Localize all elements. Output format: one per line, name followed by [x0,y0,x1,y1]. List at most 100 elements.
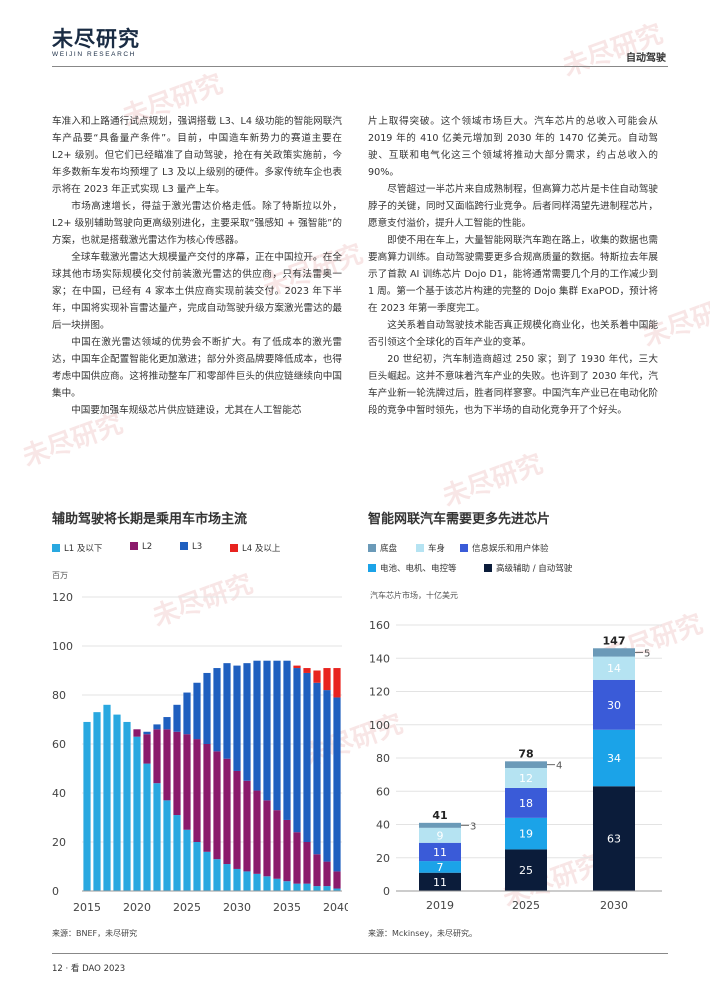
data-label: 5 [644,648,650,659]
bar-segment [153,724,161,730]
bar-segment [93,712,101,891]
page-footer: 12 · 看 DAO 2023 [52,964,126,974]
legend-item: 电池、电机、电控等 [368,562,457,574]
bar-segment [243,663,251,781]
bar-segment [419,822,461,828]
bar-segment [293,832,301,884]
bar-segment [233,665,241,771]
bar-segment [193,682,201,740]
legend-swatch [460,544,468,552]
legend-label: 电池、电机、电控等 [380,564,457,574]
y-tick-label: 20 [376,852,390,865]
legend-label: 信息娱乐和用户体验 [472,544,549,554]
bar-segment [593,679,635,730]
footer-divider [52,953,668,954]
bar-segment [333,697,341,872]
y-tick-label: 60 [376,785,390,798]
bar-segment [263,876,271,891]
x-tick-label: 2025 [512,899,540,912]
y-tick-label: 100 [52,640,73,653]
bar-segment [505,817,547,850]
legend-label: L2 [142,542,153,552]
bar-segment [143,731,151,735]
right-column: 片上取得突破。这个领域市场巨大。汽车芯片的总收入可能会从 2019 年的 410… [368,113,658,419]
data-label: 11 [433,876,447,889]
bar-segment [163,717,171,730]
chart1-legend: L1 及以下 L2 L3 L4 及以上 [52,542,352,556]
bar-segment [303,842,311,884]
data-label: 3 [470,821,476,832]
bar-segment [293,668,301,833]
bar-segment [123,721,131,891]
y-tick-label: 160 [369,619,390,632]
bar-segment [333,668,341,698]
bar-segment [173,731,181,816]
legend-swatch [230,544,238,552]
chart1-unit: 百万 [52,571,68,580]
bar-segment [223,758,231,865]
bar-segment [593,786,635,891]
y-tick-label: 0 [383,885,390,898]
total-label: 147 [603,634,626,647]
legend-item: L3 [180,542,202,552]
bar-segment [213,751,221,860]
y-tick-label: 140 [369,652,390,665]
legend-swatch [180,542,188,550]
watermark: 未尽研究 [438,448,547,513]
bar-segment [323,886,331,891]
bar-segment [173,815,181,891]
x-tick-label: 2019 [426,899,454,912]
legend-swatch [52,544,60,552]
bar-segment [203,744,211,852]
data-label: 30 [607,699,621,712]
bar-segment [283,660,291,820]
legend-label: L1 及以下 [64,544,103,554]
bar-segment [233,770,241,869]
y-tick-label: 20 [52,836,66,849]
bar-segment [593,729,635,787]
paragraph: 20 世纪初，汽车制造商超过 250 家；到了 1930 年代，三大巨头崛起。这… [368,354,658,416]
bar-segment [313,670,321,683]
legend-item: L1 及以下 [52,542,102,554]
legend-item: 底盘 [368,542,397,554]
paragraph: 这关系着自动驾驶技术能否真正规模化商业化，也关系着中国能否引领这个全球化的百年产… [368,320,658,348]
bar-segment [303,883,311,891]
bar-segment [283,881,291,891]
legend-swatch [368,564,376,572]
bar-segment [213,668,221,752]
data-label: 14 [607,662,621,675]
data-label: 34 [607,752,621,765]
total-label: 78 [518,747,533,760]
chart2-title: 智能网联汽车需要更多先进芯片 [368,512,551,527]
y-tick-label: 120 [369,686,390,699]
bar-segment [103,704,111,891]
chart2-plot: 160 140 120 100 80 60 40 20 0 11 7 11 9 3 41 2019 25 19 18… [369,619,662,912]
y-tick-label: 0 [52,885,59,898]
bar-segment [313,886,321,891]
bar-segment [303,672,311,842]
legend-label: L3 [192,542,203,552]
bar-segment [593,648,635,657]
data-label: 18 [519,797,533,810]
paragraph: 中国要加强车规级芯片供应链建设，尤其在人工智能芯 [71,405,302,416]
bar-segment [253,660,261,791]
data-label: 7 [437,861,444,874]
data-label: 25 [519,864,533,877]
bar-segment [273,660,281,811]
section-label: 自动驾驶 [626,53,666,64]
logo: 未尽研究 WEIJIN RESEARCH [52,26,140,59]
legend-label: L4 及以上 [242,544,281,554]
logo-text: 未尽研究 [52,26,140,51]
data-label: 9 [437,829,444,842]
chart1-source: 来源：BNEF，未尽研究 [52,929,138,938]
bar-segment [505,849,547,891]
bar-segment [263,800,271,877]
y-tick-label: 40 [52,787,66,800]
bar-segment [203,672,211,744]
data-label: 4 [556,761,562,772]
y-tick-label: 100 [369,719,390,732]
bar-segment [113,714,121,891]
x-tick-label: 2030 [600,899,628,912]
legend-swatch [416,544,424,552]
bar-segment [83,721,91,891]
